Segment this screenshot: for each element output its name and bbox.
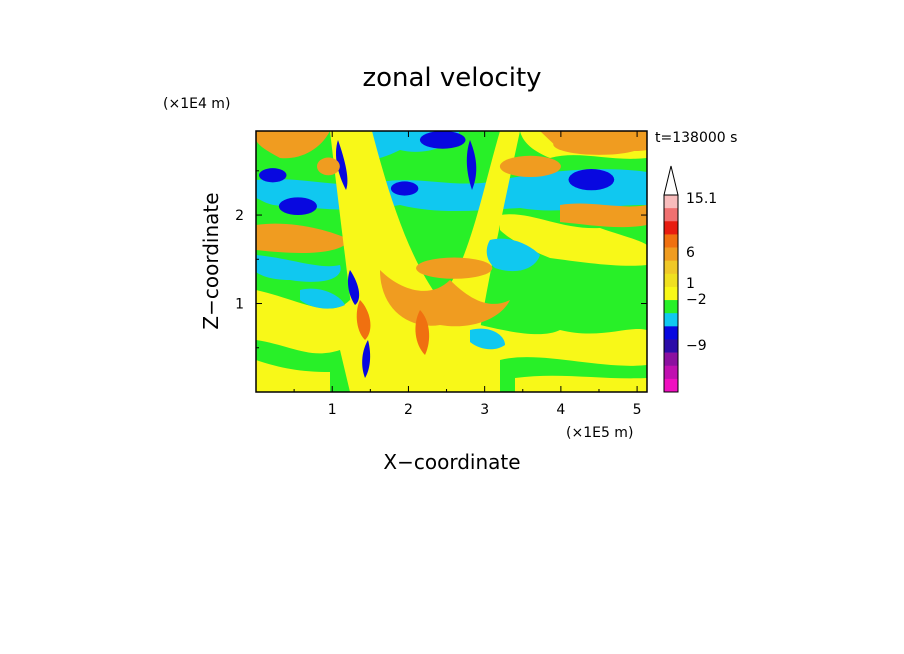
y-axis: 12 [235, 170, 647, 349]
contour-cyan-left-flank [300, 288, 345, 309]
colorbar-arrow-tip [663, 165, 679, 196]
plot-frame [255, 130, 648, 393]
colorbar-swatch [664, 313, 678, 327]
x-axis-label: X−coordinate [383, 450, 520, 474]
contour-field [256, 131, 647, 392]
contour-beam-blue-stripe-bottom [362, 340, 371, 378]
x-tick-label: 5 [633, 402, 642, 418]
y-scale-label: (×1E4 m) [163, 96, 230, 112]
contour-blob-10 [416, 257, 493, 279]
x-tick-label: 4 [556, 402, 565, 418]
colorbar-swatch [664, 326, 678, 340]
colorbar: 15.1 6 1 −2 −9 [663, 165, 717, 393]
colorbar-swatch [664, 260, 678, 275]
contour-blob-1 [259, 168, 287, 183]
colorbar-swatch [664, 247, 678, 261]
contour-beam-blue-stripe-left [335, 140, 348, 190]
y-tick-label: 1 [235, 297, 244, 313]
colorbar-swatch [664, 365, 678, 380]
contour-yellow-bottom-right [515, 375, 647, 392]
y-axis-label: Z−coordinate [199, 192, 223, 329]
contour-beam-orange-stripe-left [356, 300, 371, 340]
time-label: t=138000 s [655, 130, 737, 146]
contour-blob-9 [553, 133, 645, 155]
colorbar-label-1: 1 [686, 276, 695, 292]
chart-title: zonal velocity [362, 63, 541, 93]
contour-cyan-right-flank [486, 238, 540, 272]
x-axis: 1 2 3 4 5 [293, 131, 642, 418]
contour-central-beam-yellow [330, 131, 520, 392]
colorbar-frame [663, 194, 679, 393]
colorbar-swatch [664, 195, 678, 209]
x-tick-label: 1 [328, 402, 337, 418]
contour-blob-4 [390, 181, 419, 196]
x-tick-label: 3 [480, 402, 489, 418]
contour-cyan-lower-right [470, 328, 505, 350]
colorbar-label-15-1: 15.1 [686, 191, 717, 207]
colorbar-labels: 15.1 6 1 −2 −9 [686, 191, 717, 354]
x-tick-label: 2 [404, 402, 413, 418]
colorbar-swatch [664, 208, 678, 222]
contour-beam-orange-stripe-center [415, 310, 430, 355]
contour-yellow-mid-right [500, 214, 647, 266]
colorbar-swatch [664, 378, 678, 393]
contour-blobs [256, 131, 645, 279]
contour-cyan-mid-left [256, 255, 341, 282]
colorbar-label-neg2: −2 [686, 292, 707, 308]
colorbar-label-neg9: −9 [686, 338, 707, 354]
colorbar-swatches [664, 195, 678, 393]
colorbar-swatch [664, 273, 678, 288]
colorbar-swatch [664, 300, 678, 314]
colorbar-swatch [664, 234, 678, 248]
contour-central-beam-orange [380, 270, 510, 327]
colorbar-swatch [664, 221, 678, 235]
contour-blob-3 [568, 169, 615, 191]
y-tick-label: 2 [235, 208, 244, 224]
contour-blob-2 [278, 197, 317, 216]
contour-blob-5 [419, 131, 466, 149]
colorbar-label-6: 6 [686, 245, 695, 261]
contour-yellow-bottom-left [256, 360, 330, 392]
colorbar-swatch [664, 352, 678, 367]
contour-beam-blue-stripe-lower [347, 270, 360, 305]
contour-blob-7 [256, 226, 333, 248]
contour-beam-blue-stripe-center [466, 140, 477, 190]
contour-orange-mid-right [560, 203, 647, 228]
contour-blob-8 [499, 155, 561, 178]
colorbar-swatch [664, 339, 678, 353]
colorbar-swatch [664, 286, 678, 301]
contour-orange-top-left [256, 131, 330, 159]
contour-blob-6 [316, 157, 340, 176]
x-scale-label: (×1E5 m) [566, 425, 633, 441]
